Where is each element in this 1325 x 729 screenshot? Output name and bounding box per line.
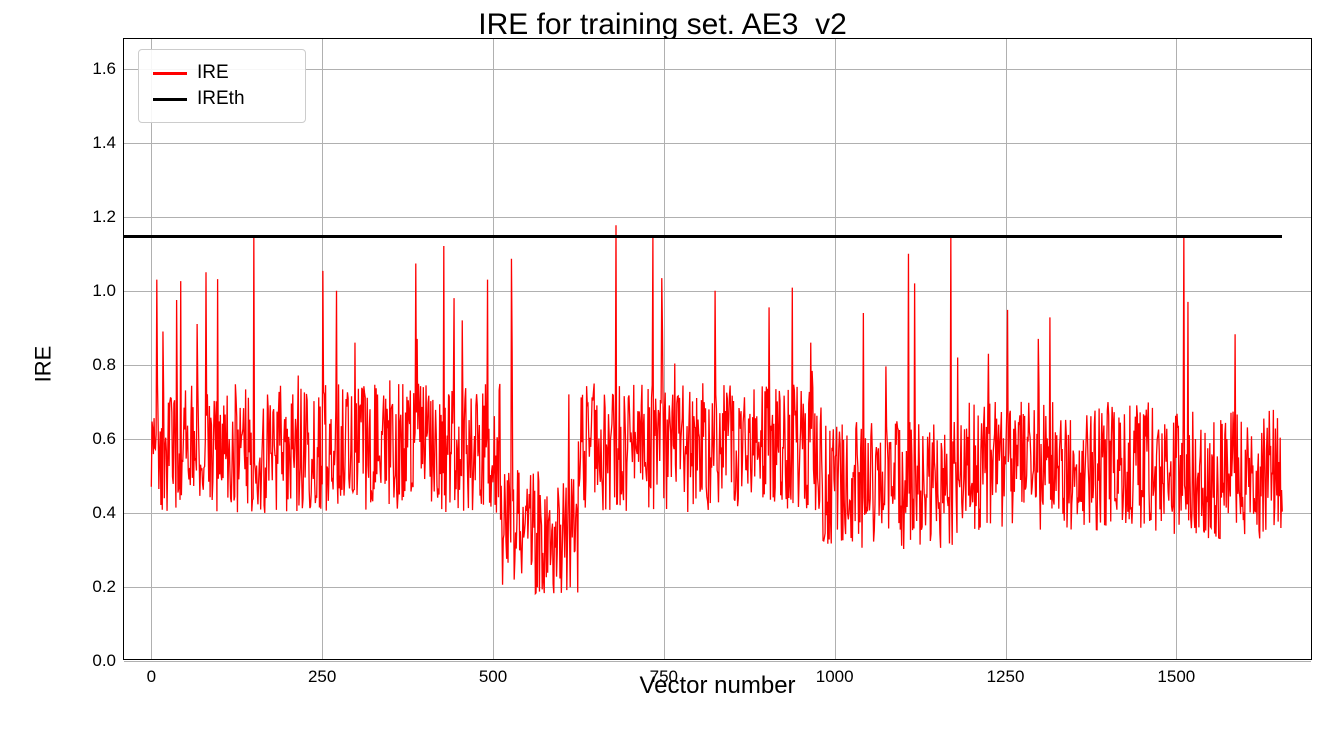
x-axis-label: Vector number — [123, 672, 1312, 729]
legend-label-ireth: IREth — [197, 88, 245, 110]
y-axis-label: IRE — [30, 345, 56, 382]
chart-title: IRE for training set. AE3_v2 — [0, 8, 1325, 42]
y-tick-label-1: 1.0 — [92, 281, 116, 301]
ire-line-series — [124, 39, 1311, 659]
y-tick-label-1.6: 1.6 — [92, 59, 116, 79]
y-tick-label-0: 0.0 — [92, 651, 116, 671]
plot-area: 0.0 0.2 0.4 0.6 0.8 1.0 1.2 1.4 1.6 0 250 500 750 10… — [123, 38, 1312, 660]
y-tick-label-0.8: 0.8 — [92, 355, 116, 375]
legend-label-ire: IRE — [197, 62, 229, 84]
legend-entry-ire: IRE — [153, 62, 291, 84]
y-tick-label-1.4: 1.4 — [92, 133, 116, 153]
ireth-threshold-line — [124, 235, 1282, 238]
legend-swatch-ire — [153, 72, 187, 75]
y-tick-label-0.2: 0.2 — [92, 577, 116, 597]
legend-box[interactable]: IRE IREth — [138, 49, 306, 123]
y-tick-label-0.4: 0.4 — [92, 503, 116, 523]
y-tick-label-0.6: 0.6 — [92, 429, 116, 449]
chart-container: IRE for training set. AE3_v2 0.0 0.2 0.4 0.… — [0, 0, 1325, 727]
y-tick-label-1.2: 1.2 — [92, 207, 116, 227]
legend-swatch-ireth — [153, 98, 187, 101]
gridline-horizontal — [124, 661, 1311, 662]
legend-entry-ireth: IREth — [153, 88, 291, 110]
